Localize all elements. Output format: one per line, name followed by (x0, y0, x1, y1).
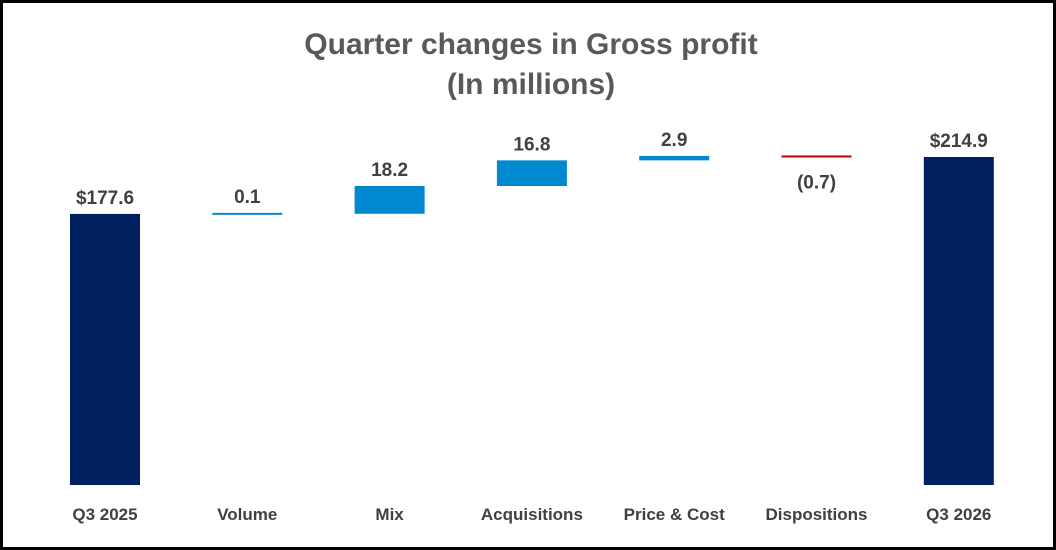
category-label: Acquisitions (481, 505, 583, 524)
bar-dispositions (781, 155, 852, 158)
value-label: 16.8 (513, 134, 550, 155)
value-label: 2.9 (661, 130, 687, 151)
value-label: 18.2 (371, 160, 408, 181)
bar-acquisitions (496, 160, 567, 186)
value-label: $177.6 (76, 188, 134, 209)
category-label: Q3 2025 (72, 505, 137, 524)
category-label: Dispositions (765, 505, 867, 524)
category-label: Price & Cost (624, 505, 725, 524)
value-label: (0.7) (797, 172, 836, 193)
bar-q3-2026 (923, 157, 994, 485)
value-label: $214.9 (930, 131, 988, 152)
chart-subtitle: (In millions) (447, 68, 615, 101)
chart-title: Quarter changes in Gross profit (304, 28, 757, 61)
bar-price-cost (639, 155, 710, 161)
waterfall-chart: Quarter changes in Gross profit (In mill… (70, 28, 994, 524)
value-labels-group: $177.6 0.1 18.2 16.8 2.9 (0.7) $214.9 (76, 130, 988, 209)
bars-group (70, 155, 994, 485)
category-label: Q3 2026 (926, 505, 991, 524)
category-labels-group: Q3 2025 Volume Mix Acquisitions Price & Cost… (72, 505, 991, 524)
category-label: Volume (217, 505, 277, 524)
bar-volume (212, 212, 283, 215)
bar-q3-2025 (70, 213, 140, 485)
bar-mix (354, 185, 425, 214)
category-label: Mix (375, 505, 404, 524)
value-label: 0.1 (234, 187, 261, 208)
